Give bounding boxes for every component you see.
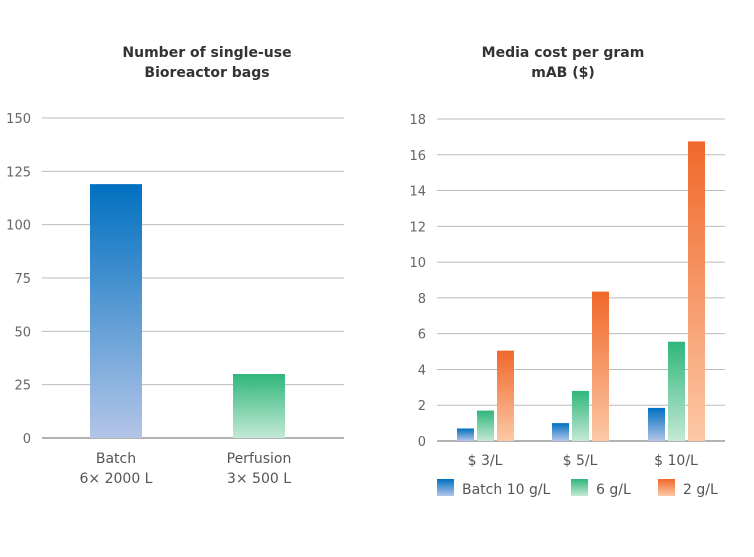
bar <box>552 423 569 441</box>
bar <box>668 341 685 441</box>
y-tick-label: 10 <box>409 256 426 271</box>
y-tick-label: 18 <box>409 113 426 128</box>
legend-swatch <box>658 479 675 496</box>
x-tick-label: Perfusion <box>227 451 292 467</box>
chart-title: Bioreactor bags <box>144 65 269 81</box>
y-tick-label: 0 <box>418 435 426 450</box>
bar <box>572 390 589 441</box>
y-tick-label: 150 <box>6 112 31 127</box>
x-tick-label: 6× 2000 L <box>80 471 153 487</box>
y-tick-label: 50 <box>14 325 31 340</box>
legend-swatch <box>571 479 588 496</box>
y-tick-label: 25 <box>14 379 31 394</box>
y-tick-label: 2 <box>418 399 426 414</box>
legend-swatch <box>437 479 454 496</box>
legend-label: 6 g/L <box>596 482 631 498</box>
y-tick-label: 14 <box>409 185 426 200</box>
chart-title: Number of single-use <box>122 45 291 61</box>
chart-title: Media cost per gram <box>482 45 645 61</box>
x-tick-label: $ 3/L <box>468 453 503 469</box>
bar <box>592 291 609 441</box>
x-tick-label: 3× 500 L <box>227 471 291 487</box>
bar <box>497 350 514 441</box>
chart-title: mAB ($) <box>531 65 595 81</box>
legend-label: Batch 10 g/L <box>462 482 551 498</box>
bar <box>477 410 494 441</box>
y-tick-label: 6 <box>418 328 426 343</box>
bar <box>457 428 474 441</box>
y-tick-label: 125 <box>6 165 31 180</box>
y-tick-label: 8 <box>418 292 426 307</box>
y-tick-label: 0 <box>23 432 31 447</box>
legend-label: 2 g/L <box>683 482 718 498</box>
bar <box>90 184 142 438</box>
bar <box>233 374 285 438</box>
bar <box>688 141 705 441</box>
y-tick-label: 4 <box>418 363 426 378</box>
y-tick-label: 12 <box>409 220 426 235</box>
y-tick-label: 100 <box>6 219 31 234</box>
x-tick-label: $ 10/L <box>654 453 698 469</box>
y-tick-label: 16 <box>409 149 426 164</box>
y-tick-label: 75 <box>14 272 31 287</box>
x-tick-label: Batch <box>96 451 136 467</box>
x-tick-label: $ 5/L <box>563 453 598 469</box>
bar <box>648 407 665 441</box>
